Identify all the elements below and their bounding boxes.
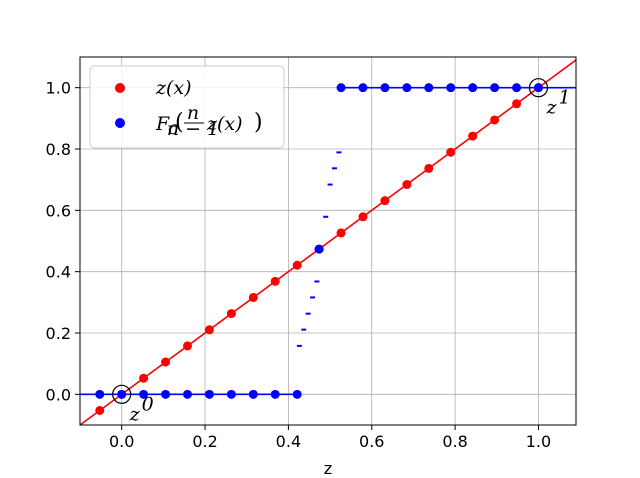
svg-text:c: c (168, 117, 179, 139)
fc-point (182, 389, 192, 399)
legend-label-fc: F c ( n n − 1 z(x) ) (155, 102, 263, 140)
legend-marker-z (115, 83, 125, 93)
x-tick-label: 0.0 (109, 432, 134, 451)
z-point (358, 212, 368, 222)
x-tick-label: 0.4 (276, 432, 301, 451)
fc-point (446, 83, 456, 93)
svg-text:n − 1: n − 1 (167, 118, 219, 140)
annotation-label: z (545, 97, 557, 119)
fc-point (533, 83, 543, 93)
z-point (270, 276, 280, 286)
z-point (204, 325, 214, 335)
data-points (95, 83, 543, 415)
y-tick-label: 0.0 (46, 385, 71, 404)
annotation-circle (112, 384, 132, 404)
fc-point (336, 83, 346, 93)
z-point (226, 309, 236, 319)
fc-point (139, 389, 149, 399)
svg-text:z(x): z(x) (206, 113, 243, 135)
z-point (490, 115, 500, 125)
y-tick-label: 0.4 (46, 263, 71, 282)
y-axis-ticks: 0.0 0.2 0.4 0.6 0.8 1.0 (46, 79, 80, 404)
annotation-circle (528, 78, 549, 98)
svg-text:(: ( (175, 110, 184, 135)
annotation-superscript: 1 (558, 87, 570, 109)
z-point (248, 292, 258, 302)
fc-point (358, 83, 368, 93)
fc-point (512, 83, 522, 93)
annotation-superscript: 0 (142, 393, 154, 415)
fc-point (226, 389, 236, 399)
z-point (336, 228, 346, 238)
z-point (402, 180, 412, 190)
blue-dash-marks (296, 151, 342, 347)
fc-point (424, 83, 434, 93)
annotations: z 0z 1 (112, 78, 571, 425)
z-point (292, 260, 302, 270)
fc-point (292, 389, 302, 399)
y-tick-label: 0.8 (46, 140, 71, 159)
x-axis-label: z (324, 459, 332, 478)
z-point (161, 357, 171, 367)
svg-text:F: F (155, 113, 170, 135)
annotation-label: z (129, 403, 141, 425)
z-point (468, 131, 478, 141)
y-tick-label: 1.0 (46, 79, 71, 98)
legend: z(x) F c ( n n − 1 z(x) ) (89, 65, 285, 149)
svg-text:): ) (254, 110, 263, 135)
z-point (380, 196, 390, 206)
fc-point (468, 83, 478, 93)
fc-point (161, 389, 171, 399)
z-point (139, 373, 149, 383)
z-point (512, 99, 522, 109)
fc-point (490, 83, 500, 93)
z-point (95, 405, 105, 415)
fc-point (204, 389, 214, 399)
x-axis-ticks: 0.0 0.2 0.4 0.6 0.8 1.0 (109, 425, 551, 451)
fc-point (402, 83, 412, 93)
fc-point (380, 83, 390, 93)
x-tick-label: 1.0 (526, 432, 551, 451)
plot-frame (79, 56, 577, 426)
x-tick-label: 0.6 (359, 432, 384, 451)
fc-point (314, 244, 324, 254)
fc-point (270, 389, 280, 399)
fc-point (95, 389, 105, 399)
fc-point (117, 389, 127, 399)
z-point (182, 341, 192, 351)
x-tick-label: 0.2 (192, 432, 217, 451)
svg-text:n: n (187, 102, 199, 124)
fc-point (248, 389, 258, 399)
z-point (446, 147, 456, 157)
y-tick-label: 0.6 (46, 201, 71, 220)
legend-box (89, 65, 285, 149)
z-point (424, 163, 434, 173)
legend-label-z: z(x) (155, 77, 192, 99)
x-tick-label: 0.8 (442, 432, 467, 451)
legend-marker-fc (115, 118, 125, 128)
y-tick-label: 0.2 (46, 324, 71, 343)
